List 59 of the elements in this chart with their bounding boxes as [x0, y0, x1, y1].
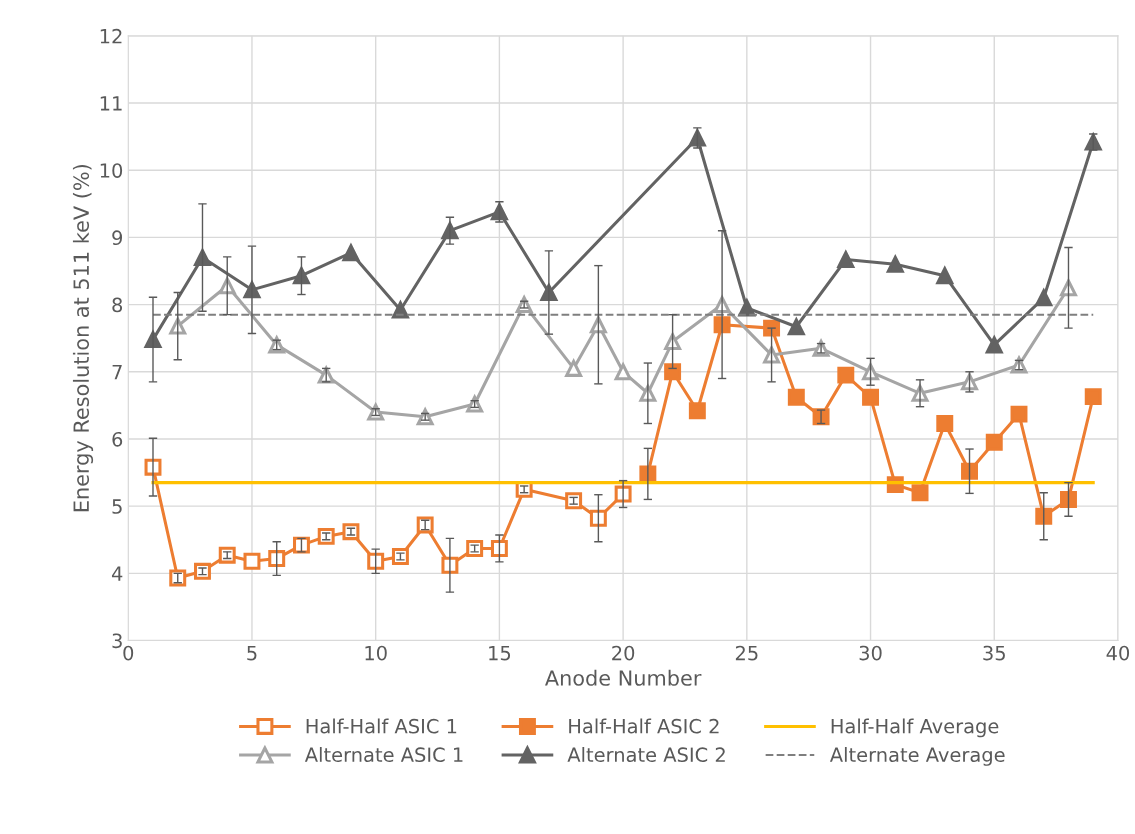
point — [1010, 405, 1028, 423]
point — [787, 318, 805, 336]
point — [490, 540, 508, 557]
y-tick-label: 5 — [112, 499, 122, 514]
point — [961, 462, 978, 480]
point — [243, 552, 261, 570]
legend-label: Half-Half Average — [831, 718, 999, 738]
point — [367, 552, 385, 570]
legend-label: Half-Half ASIC 1 — [306, 718, 457, 734]
point — [985, 433, 1003, 451]
point — [664, 363, 682, 381]
legend-label: Alternate Average — [829, 747, 1005, 766]
x-tick-label: 15 — [489, 645, 511, 661]
point — [1084, 388, 1102, 406]
point — [565, 359, 583, 377]
point — [985, 336, 1003, 354]
point — [268, 550, 286, 568]
point — [589, 509, 607, 527]
point — [1035, 507, 1053, 525]
y-tick-label: 3 — [112, 633, 122, 649]
x-tick-label: 40 — [1106, 645, 1130, 661]
x-tick-label: 5 — [247, 645, 257, 661]
point — [614, 363, 632, 381]
point — [911, 484, 929, 502]
y-tick-label: 8 — [112, 297, 123, 313]
y-tick-label: 11 — [100, 96, 122, 111]
y-axis-title: Energy Resolution at 511 keV (%) — [72, 164, 94, 512]
point — [194, 249, 211, 267]
x-tick-label: 20 — [612, 645, 635, 661]
point — [886, 255, 904, 273]
y-tick-label: 10 — [100, 163, 123, 178]
y-tick-label: 12 — [100, 28, 122, 44]
point — [1035, 289, 1053, 307]
point — [837, 251, 855, 269]
point — [936, 267, 954, 285]
legend-label: Half-Half ASIC 2 — [569, 718, 719, 734]
point — [342, 244, 360, 262]
point — [1084, 133, 1102, 151]
point — [688, 402, 706, 420]
point — [936, 415, 954, 432]
point — [490, 203, 508, 221]
x-tick-label: 0 — [123, 645, 134, 661]
point — [787, 388, 805, 406]
legend-label: Alternate ASIC 2 — [567, 747, 725, 763]
y-tick-label: 6 — [112, 431, 123, 447]
point — [1060, 490, 1077, 508]
point — [688, 129, 706, 147]
x-tick-label: 25 — [735, 645, 758, 661]
point — [292, 267, 310, 285]
x-axis-title: Anode Number — [545, 669, 702, 686]
y-tick-label: 7 — [112, 364, 122, 380]
point — [837, 366, 855, 384]
x-tick-label: 30 — [859, 645, 882, 661]
y-tick-label: 9 — [112, 230, 123, 246]
point — [862, 388, 880, 406]
y-tick-label: 4 — [111, 566, 123, 581]
x-tick-label: 35 — [983, 645, 1005, 661]
x-tick-label: 10 — [365, 645, 387, 661]
legend-label: Alternate ASIC 1 — [304, 747, 463, 763]
